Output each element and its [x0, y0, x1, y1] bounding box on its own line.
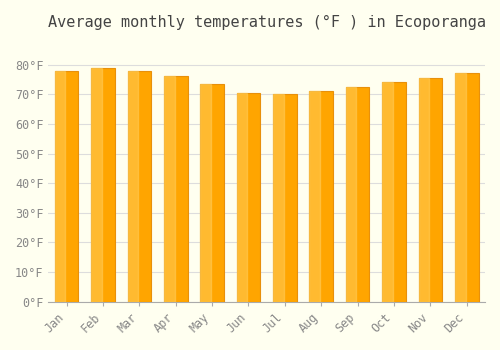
Bar: [273, 94, 283, 302]
Bar: [128, 71, 138, 302]
Bar: [164, 76, 174, 302]
Bar: [310, 91, 333, 302]
Bar: [418, 78, 442, 302]
Bar: [236, 93, 248, 302]
Bar: [91, 68, 102, 302]
Bar: [346, 87, 356, 302]
Bar: [418, 78, 429, 302]
Bar: [128, 71, 151, 302]
Bar: [54, 71, 78, 302]
Bar: [200, 84, 211, 302]
Bar: [310, 91, 320, 302]
Bar: [382, 82, 393, 302]
Bar: [91, 68, 115, 302]
Bar: [455, 74, 478, 302]
Bar: [200, 84, 224, 302]
Bar: [236, 93, 260, 302]
Bar: [382, 82, 406, 302]
Title: Average monthly temperatures (°F ) in Ecoporanga: Average monthly temperatures (°F ) in Ec…: [48, 15, 486, 30]
Bar: [273, 94, 296, 302]
Bar: [346, 87, 370, 302]
Bar: [54, 71, 66, 302]
Bar: [455, 74, 466, 302]
Bar: [164, 76, 188, 302]
